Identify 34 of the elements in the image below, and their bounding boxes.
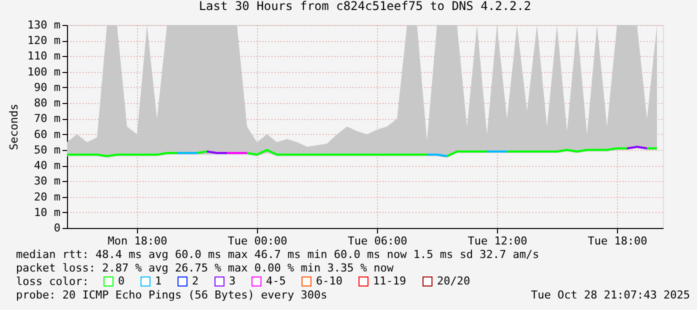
y-tick-label: 50 m	[34, 143, 61, 156]
y-tick-label: 70 m	[34, 112, 61, 126]
legend-label: 1	[155, 274, 162, 288]
text: probe: 20 ICMP Echo Pings (56 Bytes) every 300s	[16, 288, 328, 302]
y-tick-label: 90 m	[34, 80, 61, 94]
y-tick-label: 100 m	[27, 65, 61, 78]
x-tick-label: Tue 18:00	[588, 234, 648, 248]
chart-title: Last 30 Hours from c824c51eef75 to DNS 4.2.2.2	[198, 0, 532, 13]
y-tick-label: 120 m	[27, 34, 61, 48]
text: Tue Oct 28 21:07:43 2025	[531, 288, 690, 302]
y-axis-title: Seconds	[7, 104, 20, 150]
y-tick-label: 30 m	[34, 174, 61, 188]
legend-label: 3	[229, 274, 236, 288]
legend-label: 11-19	[373, 274, 406, 288]
y-tick-label: 0	[54, 222, 60, 234]
x-tick-label: Tue 06:00	[348, 234, 408, 248]
legend-title: loss color:	[16, 275, 89, 288]
legend-label: 0	[118, 274, 125, 288]
y-tick-label: 130 m	[27, 18, 61, 32]
legend-label: 20/20	[437, 274, 470, 288]
x-tick-label: Tue 12:00	[468, 234, 528, 248]
text: packet loss: 2.87 % avg 26.75 % max 0.00 % min 3.35 % now	[16, 262, 394, 274]
legend-label: 4-5	[266, 274, 286, 288]
x-tick-label: Tue 00:00	[228, 234, 288, 248]
y-tick-label: 80 m	[34, 96, 61, 110]
text: median rtt: 48.4 ms avg 60.0 ms max 46.7 ms min 60.0 ms now 1.5 ms sd 32.7 am/s	[16, 248, 540, 261]
legend-label: 6-10	[316, 274, 342, 288]
y-tick-label: 60 m	[34, 128, 61, 141]
x-tick-label: Mon 18:00	[108, 234, 168, 248]
legend-label: 2	[192, 274, 199, 288]
y-tick-label: 20 m	[34, 190, 61, 204]
y-tick-label: 10 m	[34, 206, 61, 219]
y-tick-label: 110 m	[27, 50, 61, 63]
y-tick-label: 40 m	[34, 159, 61, 172]
